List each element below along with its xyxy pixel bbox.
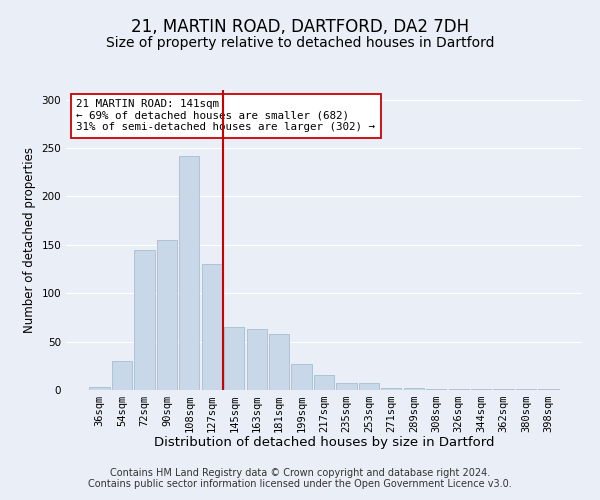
Bar	[247, 329, 267, 390]
Bar	[89, 387, 110, 390]
Bar	[516, 389, 536, 390]
Bar	[493, 389, 514, 390]
Bar	[112, 361, 132, 390]
Bar	[449, 389, 469, 390]
Text: Contains public sector information licensed under the Open Government Licence v3: Contains public sector information licen…	[88, 479, 512, 489]
Bar	[426, 389, 446, 390]
Bar	[359, 383, 379, 390]
Bar	[202, 264, 222, 390]
Text: Distribution of detached houses by size in Dartford: Distribution of detached houses by size …	[154, 436, 494, 449]
Bar	[224, 327, 244, 390]
Bar	[269, 334, 289, 390]
Text: Contains HM Land Registry data © Crown copyright and database right 2024.: Contains HM Land Registry data © Crown c…	[110, 468, 490, 477]
Bar	[381, 388, 401, 390]
Bar	[471, 389, 491, 390]
Bar	[292, 364, 311, 390]
Bar	[179, 156, 199, 390]
Text: 21, MARTIN ROAD, DARTFORD, DA2 7DH: 21, MARTIN ROAD, DARTFORD, DA2 7DH	[131, 18, 469, 36]
Bar	[314, 374, 334, 390]
Bar	[157, 240, 177, 390]
Bar	[538, 389, 559, 390]
Text: Size of property relative to detached houses in Dartford: Size of property relative to detached ho…	[106, 36, 494, 50]
Text: 21 MARTIN ROAD: 141sqm
← 69% of detached houses are smaller (682)
31% of semi-de: 21 MARTIN ROAD: 141sqm ← 69% of detached…	[76, 99, 376, 132]
Bar	[134, 250, 155, 390]
Bar	[404, 388, 424, 390]
Bar	[337, 383, 356, 390]
Y-axis label: Number of detached properties: Number of detached properties	[23, 147, 36, 333]
